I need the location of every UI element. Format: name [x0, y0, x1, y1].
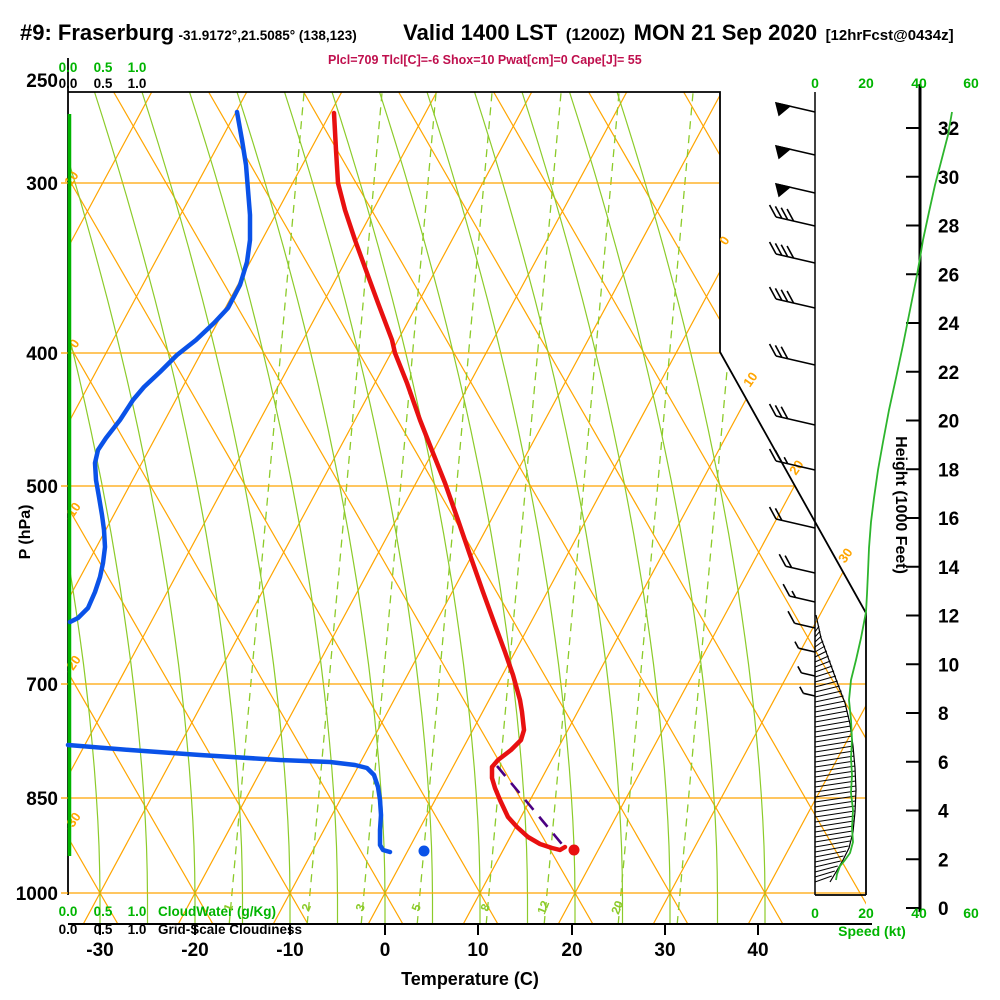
- svg-text:40: 40: [911, 75, 927, 91]
- svg-text:0.0: 0.0: [59, 904, 78, 919]
- svg-text:3: 3: [353, 901, 369, 913]
- svg-text:0: 0: [380, 940, 391, 961]
- svg-text:20: 20: [858, 905, 874, 921]
- svg-text:0: 0: [938, 899, 949, 920]
- valid-time: Valid 1400 LST: [403, 20, 558, 45]
- svg-text:5: 5: [409, 901, 425, 913]
- svg-text:400: 400: [26, 344, 58, 365]
- svg-text:0: 0: [811, 905, 819, 921]
- cloudwater-label: CloudWater (g/Kg): [158, 904, 276, 919]
- svg-text:-30: -30: [86, 940, 113, 961]
- svg-text:1.0: 1.0: [128, 60, 147, 75]
- svg-text:60: 60: [963, 905, 979, 921]
- svg-text:26: 26: [938, 265, 959, 286]
- svg-text:500: 500: [26, 477, 58, 498]
- svg-text:0.5: 0.5: [94, 76, 113, 91]
- svg-text:0.0: 0.0: [59, 60, 78, 75]
- svg-text:30: 30: [835, 545, 856, 565]
- parcel-path: [496, 765, 567, 850]
- svg-text:700: 700: [26, 675, 58, 696]
- svg-text:300: 300: [26, 174, 58, 195]
- svg-text:1000: 1000: [16, 884, 58, 905]
- speed-axis-title: Speed (kt): [838, 923, 906, 939]
- wind-hatch-area: [814, 614, 857, 883]
- temperature-curve: [331, 110, 568, 853]
- svg-text:16: 16: [938, 509, 959, 530]
- svg-text:4: 4: [938, 802, 949, 823]
- svg-text:-30: -30: [61, 809, 84, 833]
- cloud-scales: 0.00.00.00.00.50.50.50.51.01.01.01.0Clou…: [59, 60, 302, 937]
- svg-text:20: 20: [858, 75, 874, 91]
- surface-temperature-dot: [568, 844, 580, 856]
- sounding-parameters: Plcl=709 Tlcl[C]=-6 Shox=10 Pwat[cm]=0 C…: [328, 53, 642, 67]
- surface-dewpoint-dot: [418, 845, 430, 857]
- svg-text:1.0: 1.0: [128, 904, 147, 919]
- chart-title: #9: Fraserburg -31.9172°,21.5085° (138,1…: [20, 20, 995, 46]
- svg-text:2: 2: [299, 901, 315, 913]
- svg-text:28: 28: [938, 217, 959, 238]
- svg-text:18: 18: [938, 460, 959, 481]
- cloudiness-label: Grid-Scale Cloudiness: [158, 922, 302, 937]
- wind-speed-profile: [835, 111, 953, 881]
- svg-text:-20: -20: [181, 940, 208, 961]
- svg-text:12: 12: [534, 898, 552, 916]
- svg-text:1.0: 1.0: [128, 76, 147, 91]
- dewpoint-curve-low: [65, 742, 393, 855]
- temperature-axis: -30 -20 -10 0 10 20 30 40 Temperature (C): [68, 923, 872, 989]
- zulu-time: (1200Z): [565, 25, 626, 44]
- svg-text:2: 2: [938, 850, 949, 871]
- svg-text:10: 10: [61, 168, 82, 188]
- svg-text:1.0: 1.0: [128, 922, 147, 937]
- svg-text:40: 40: [911, 905, 927, 921]
- svg-text:14: 14: [938, 558, 960, 579]
- pressure-axis: 250 300 400 500 700 850 1000 P (hPa): [16, 71, 68, 905]
- pressure-axis-title: P (hPa): [17, 505, 34, 560]
- svg-text:-10: -10: [276, 940, 303, 961]
- dewpoint-curve: [67, 109, 253, 625]
- svg-text:0: 0: [716, 233, 732, 248]
- svg-text:12: 12: [938, 607, 959, 628]
- svg-text:0.5: 0.5: [94, 60, 113, 75]
- station-name: #9: Fraserburg: [20, 20, 175, 45]
- svg-text:0.5: 0.5: [94, 904, 113, 919]
- svg-text:30: 30: [654, 940, 675, 961]
- svg-text:60: 60: [963, 75, 979, 91]
- svg-text:850: 850: [26, 789, 58, 810]
- svg-text:10: 10: [467, 940, 488, 961]
- forecast-tag: [12hrFcst@0434z]: [825, 27, 954, 44]
- svg-text:10: 10: [938, 655, 959, 676]
- svg-text:20: 20: [786, 457, 807, 477]
- svg-text:0.0: 0.0: [59, 76, 78, 91]
- wind-barbs: [768, 101, 816, 697]
- svg-text:20: 20: [938, 412, 959, 433]
- svg-text:10: 10: [740, 369, 761, 389]
- svg-text:20: 20: [561, 940, 582, 961]
- height-axis-title: Height (1000 Feet): [892, 436, 909, 574]
- svg-text:24: 24: [938, 314, 960, 335]
- valid-date: MON 21 Sep 2020: [633, 20, 818, 45]
- svg-text:-20: -20: [61, 652, 84, 676]
- svg-text:0.0: 0.0: [59, 922, 78, 937]
- svg-text:1: 1: [221, 901, 237, 913]
- svg-text:22: 22: [938, 363, 959, 384]
- svg-text:8: 8: [478, 901, 494, 913]
- svg-text:40: 40: [747, 940, 768, 961]
- svg-text:0: 0: [811, 75, 819, 91]
- station-coordinates: -31.9172°,21.5085° (138,123): [178, 28, 357, 43]
- svg-text:8: 8: [938, 704, 949, 725]
- svg-text:250: 250: [26, 71, 58, 92]
- grid-lines: [68, 92, 866, 924]
- svg-text:0.5: 0.5: [94, 922, 113, 937]
- svg-text:6: 6: [938, 753, 949, 774]
- svg-text:30: 30: [938, 168, 959, 189]
- svg-text:-10: -10: [61, 499, 84, 523]
- temperature-axis-title: Temperature (C): [401, 969, 539, 989]
- svg-text:20: 20: [608, 898, 626, 916]
